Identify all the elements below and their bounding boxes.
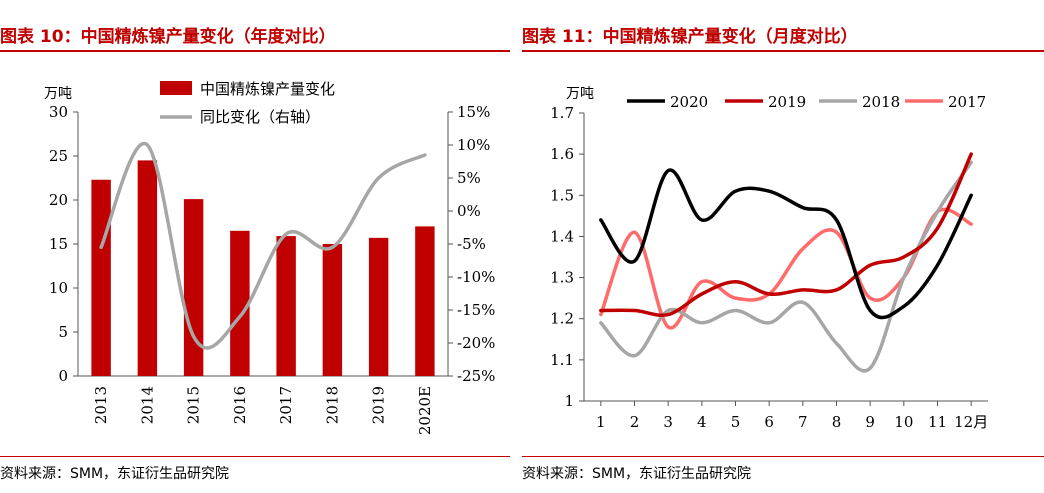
legend-label-2018: 2018 <box>862 93 900 111</box>
legend-label-2017: 2017 <box>948 93 986 111</box>
x-tick-label: 1 <box>596 413 606 431</box>
right-source-rule <box>522 456 1044 457</box>
left-source-note: 资料来源：SMM，东证衍生品研究院 <box>0 466 230 482</box>
y-tick-label: 5 <box>58 323 68 341</box>
x-tick-label: 2013 <box>92 386 110 424</box>
y-axis-unit-label: 万吨 <box>566 86 594 102</box>
y2-tick-label: -15% <box>457 301 495 319</box>
series-line-2019 <box>599 152 973 317</box>
left-chart: 0 5 10 15 20 25 30 -25% -20% -15% -10% -5% 0% 5% 10% 15… <box>44 80 495 435</box>
y-tick-label: 30 <box>49 103 68 121</box>
y2-tick-label: 15% <box>457 103 490 121</box>
legend-bar-label: 中国精炼镍产量变化 <box>200 80 335 98</box>
y2-tick-label: -25% <box>457 367 495 385</box>
x-tick-label: 2014 <box>138 386 156 424</box>
left-figure-title: 图表 10：中国精炼镍产量变化（年度对比） <box>0 27 336 47</box>
x-tick-label: 8 <box>832 413 842 431</box>
y-tick-label: 1.7 <box>550 104 574 122</box>
x-tick-label: 2018 <box>323 386 341 424</box>
y-tick-label: 0 <box>58 367 68 385</box>
y-axis-unit-label: 万吨 <box>44 86 72 102</box>
y2-tick-label: 10% <box>457 136 490 154</box>
legend-label-2020: 2020 <box>670 93 708 111</box>
yoy-line <box>99 141 427 350</box>
right-panel: 图表 11：中国精炼镍产量变化（月度对比） 1 1.1 1.2 1.3 1.4 1.5 1.… <box>522 0 1044 493</box>
x-tick-label: 2019 <box>370 386 388 424</box>
right-title-rule <box>522 50 1044 52</box>
y-tick-label: 10 <box>49 279 68 297</box>
legend-bar-swatch <box>160 81 192 95</box>
y-tick-label: 25 <box>49 147 68 165</box>
bar-2013 <box>91 179 111 376</box>
y2-tick-label: -20% <box>457 334 495 352</box>
series-line-2020 <box>599 168 973 320</box>
x-tick-label: 2 <box>630 413 640 431</box>
y-tick-label: 1 <box>564 392 574 410</box>
y2-tick-label: 5% <box>457 169 481 187</box>
x-tick-label: 5 <box>731 413 741 431</box>
y-tick-label: 1.4 <box>550 227 574 245</box>
x-tick-label: 7 <box>798 413 808 431</box>
bar-2019 <box>368 237 389 376</box>
y-tick-label: 1.6 <box>550 145 574 163</box>
left-title-rule <box>0 50 510 52</box>
y-tick-label: 1.2 <box>550 310 574 328</box>
right-figure-title: 图表 11：中国精炼镍产量变化（月度对比） <box>522 27 858 47</box>
bar-2018 <box>322 244 343 376</box>
y2-tick-label: -5% <box>457 235 486 253</box>
x-tick-label: 2017 <box>277 386 295 424</box>
x-tick-label: 10 <box>894 413 913 431</box>
x-tick-label: 4 <box>697 413 707 431</box>
x-tick-label: 2015 <box>185 386 203 424</box>
x-tick-label: 2020E <box>416 386 434 435</box>
bar-2015 <box>183 199 204 376</box>
y-tick-label: 1.3 <box>550 269 574 287</box>
bar-2017 <box>276 236 296 376</box>
x-tick-label: 3 <box>663 413 673 431</box>
series-line-2018 <box>599 160 973 373</box>
x-tick-label: 12月 <box>954 413 988 431</box>
y2-tick-label: 0% <box>457 202 481 220</box>
x-tick-label: 2016 <box>231 386 249 424</box>
bar-2014 <box>137 160 158 376</box>
bar-2016 <box>230 230 250 376</box>
x-tick-label: 11 <box>928 413 947 431</box>
x-tick-label: 6 <box>764 413 774 431</box>
x-tick-label: 9 <box>865 413 875 431</box>
left-source-rule <box>0 456 510 457</box>
y2-tick-label: -10% <box>457 268 495 286</box>
left-panel: 图表 10：中国精炼镍产量变化（年度对比） 0 5 10 15 20 25 30 -25% -2… <box>0 0 510 493</box>
y-tick-label: 1.1 <box>550 351 574 369</box>
legend-line-label: 同比变化（右轴） <box>200 108 320 126</box>
right-source-note: 资料来源：SMM，东证衍生品研究院 <box>522 466 752 482</box>
right-chart: 1 1.1 1.2 1.3 1.4 1.5 1.6 1.7 万吨 1 2 3 4 5 6 7 8 9 10 11 12月… <box>550 86 988 431</box>
y-tick-label: 20 <box>49 191 68 209</box>
y-tick-label: 1.5 <box>550 186 574 204</box>
bar-2020E <box>415 226 435 376</box>
y-tick-label: 15 <box>49 235 68 253</box>
legend-label-2019: 2019 <box>768 93 806 111</box>
